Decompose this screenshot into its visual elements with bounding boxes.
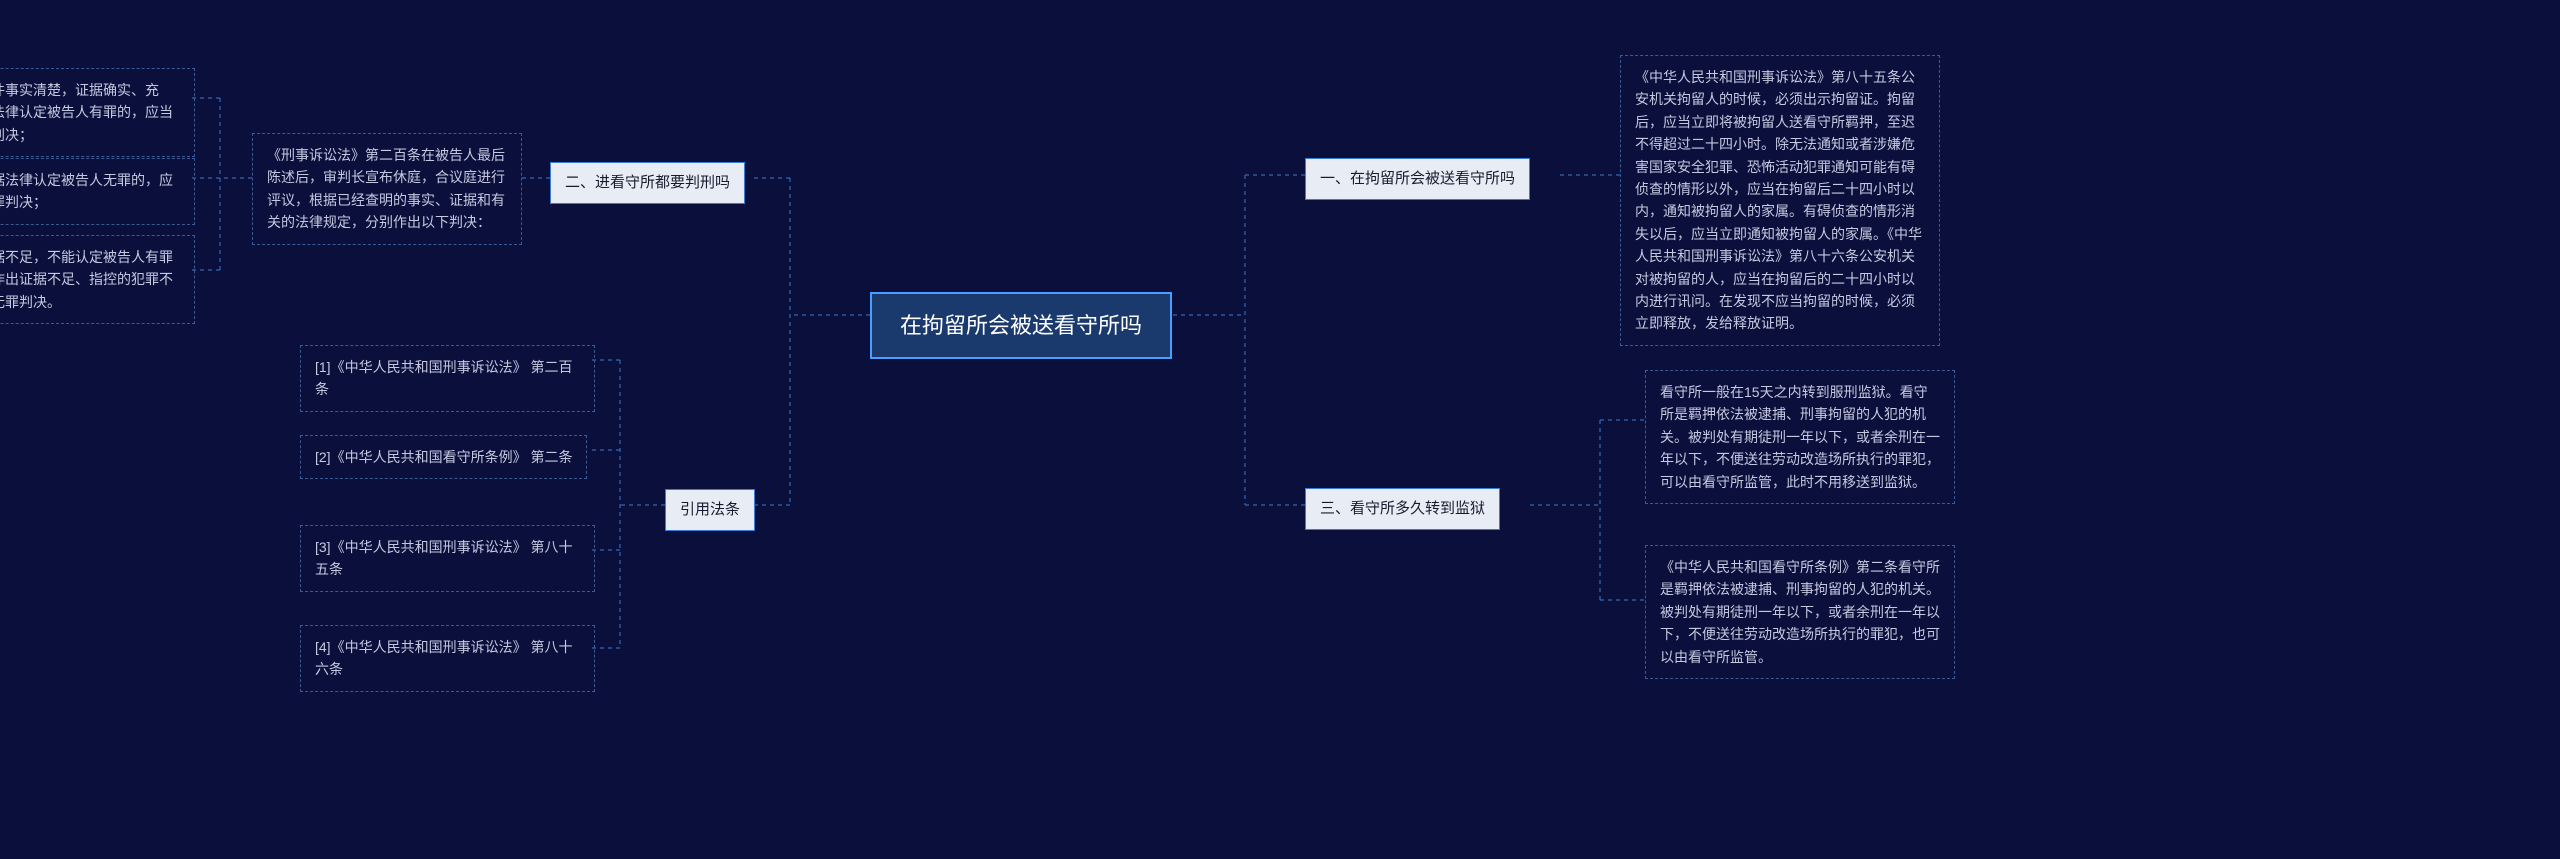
leaf-left-2-2-text: （二）依据法律认定被告人无罪的，应当作出无罪判决； [0,172,173,210]
center-label: 在拘留所会被送看守所吗 [900,313,1142,338]
leaf-left-2-sub: 《刑事诉讼法》第二百条在被告人最后陈述后，审判长宣布休庭，合议庭进行评议，根据已… [252,133,522,245]
leaf-law-4-text: [4]《中华人民共和国刑事诉讼法》 第八十六条 [315,639,572,677]
leaf-right-1-1: 《中华人民共和国刑事诉讼法》第八十五条公安机关拘留人的时候，必须出示拘留证。拘留… [1620,55,1940,346]
leaf-law-4: [4]《中华人民共和国刑事诉讼法》 第八十六条 [300,625,595,692]
leaf-law-1-text: [1]《中华人民共和国刑事诉讼法》 第二百条 [315,359,572,397]
leaf-law-1: [1]《中华人民共和国刑事诉讼法》 第二百条 [300,345,595,412]
leaf-law-3-text: [3]《中华人民共和国刑事诉讼法》 第八十五条 [315,539,572,577]
leaf-right-3-2: 《中华人民共和国看守所条例》第二条看守所是羁押依法被逮捕、刑事拘留的人犯的机关。… [1645,545,1955,679]
leaf-left-2-2: （二）依据法律认定被告人无罪的，应当作出无罪判决； [0,158,195,225]
center-node: 在拘留所会被送看守所吗 [870,292,1172,359]
branch-left-law: 引用法条 [665,489,755,531]
branch-right-1: 一、在拘留所会被送看守所吗 [1305,158,1530,200]
leaf-left-2-1: （一）案件事实清楚，证据确实、充分，依据法律认定被告人有罪的，应当作出有罪判决； [0,68,195,157]
leaf-left-2-3: （三）证据不足，不能认定被告人有罪的，应当作出证据不足、指控的犯罪不能成立的无罪… [0,235,195,324]
leaf-right-3-2-text: 《中华人民共和国看守所条例》第二条看守所是羁押依法被逮捕、刑事拘留的人犯的机关。… [1660,559,1940,665]
leaf-law-3: [3]《中华人民共和国刑事诉讼法》 第八十五条 [300,525,595,592]
branch-left-law-label: 引用法条 [680,501,740,518]
leaf-right-1-1-text: 《中华人民共和国刑事诉讼法》第八十五条公安机关拘留人的时候，必须出示拘留证。拘留… [1635,69,1922,331]
branch-left-2-label: 二、进看守所都要判刑吗 [565,174,730,191]
leaf-law-2-text: [2]《中华人民共和国看守所条例》 第二条 [315,449,572,465]
leaf-law-2: [2]《中华人民共和国看守所条例》 第二条 [300,435,587,479]
branch-left-2: 二、进看守所都要判刑吗 [550,162,745,204]
branch-right-1-label: 一、在拘留所会被送看守所吗 [1320,170,1515,187]
leaf-right-3-1: 看守所一般在15天之内转到服刑监狱。看守所是羁押依法被逮捕、刑事拘留的人犯的机关… [1645,370,1955,504]
leaf-left-2-3-text: （三）证据不足，不能认定被告人有罪的，应当作出证据不足、指控的犯罪不能成立的无罪… [0,249,173,310]
branch-right-3: 三、看守所多久转到监狱 [1305,488,1500,530]
leaf-right-3-1-text: 看守所一般在15天之内转到服刑监狱。看守所是羁押依法被逮捕、刑事拘留的人犯的机关… [1660,384,1940,490]
connector-svg [0,0,2560,859]
leaf-left-2-sub-text: 《刑事诉讼法》第二百条在被告人最后陈述后，审判长宣布休庭，合议庭进行评议，根据已… [267,147,505,230]
leaf-left-2-1-text: （一）案件事实清楚，证据确实、充分，依据法律认定被告人有罪的，应当作出有罪判决； [0,82,173,143]
branch-right-3-label: 三、看守所多久转到监狱 [1320,500,1485,517]
